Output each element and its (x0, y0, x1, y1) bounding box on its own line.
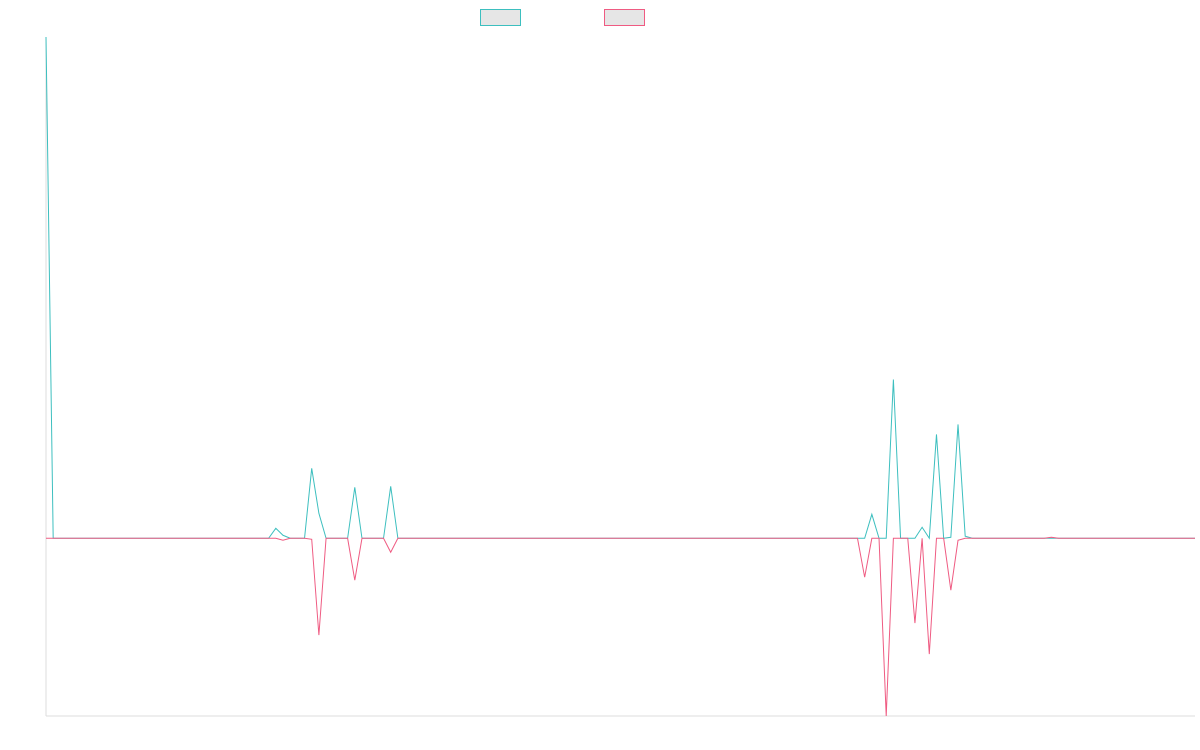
legend-swatch-series-1[interactable] (480, 9, 521, 26)
legend[interactable] (480, 9, 645, 26)
legend-swatch-series-2[interactable] (604, 9, 645, 26)
axes (45, 37, 1195, 717)
series-line-2 (46, 536, 1195, 717)
series-line-1 (45, 36, 1195, 540)
plot-area (45, 36, 1195, 717)
